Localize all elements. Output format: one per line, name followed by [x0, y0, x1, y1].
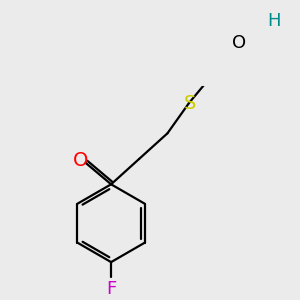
Text: F: F: [106, 280, 116, 298]
Text: S: S: [184, 94, 196, 113]
Text: O: O: [73, 151, 88, 170]
Text: H: H: [267, 12, 281, 30]
Text: O: O: [232, 34, 246, 52]
